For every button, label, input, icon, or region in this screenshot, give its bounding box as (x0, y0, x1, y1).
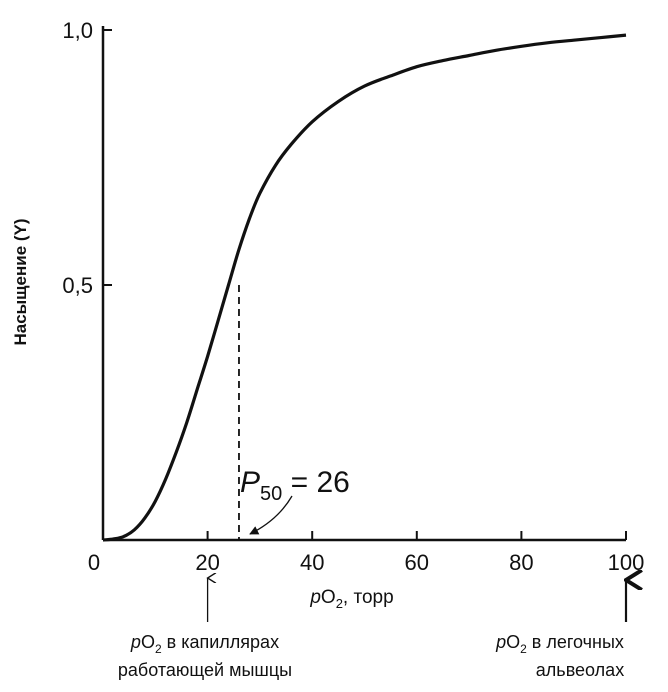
x-tick-label: 40 (300, 550, 324, 575)
lung-alveoli-note-line2: альвеолах (536, 660, 624, 680)
x-tick-label: 100 (608, 550, 645, 575)
saturation-curve (102, 33, 627, 542)
x-tick-label: 0 (88, 550, 100, 575)
x-ticks: 0 20 40 60 80 100 (88, 531, 644, 575)
y-tick-label: 1,0 (62, 18, 93, 43)
y-axis-label: Насыщение (Y) (11, 218, 30, 345)
muscle-capillaries-note-line1: pO2 в капиллярах (130, 632, 279, 656)
x-tick-label: 60 (405, 550, 429, 575)
muscle-capillaries-note-line2: работающей мышцы (118, 660, 292, 680)
x-tick-label: 80 (509, 550, 533, 575)
y-tick-label: 0,5 (62, 273, 93, 298)
p50-pointer (249, 495, 293, 535)
lung-alveoli-note-line1: pO2 в легочных (495, 632, 624, 656)
y-ticks: 0,5 1,0 (62, 18, 112, 298)
x-tick-label: 20 (195, 550, 219, 575)
x-axis-label: pO2, торр (309, 587, 393, 611)
p50-label: P50 = 26 (240, 466, 350, 505)
